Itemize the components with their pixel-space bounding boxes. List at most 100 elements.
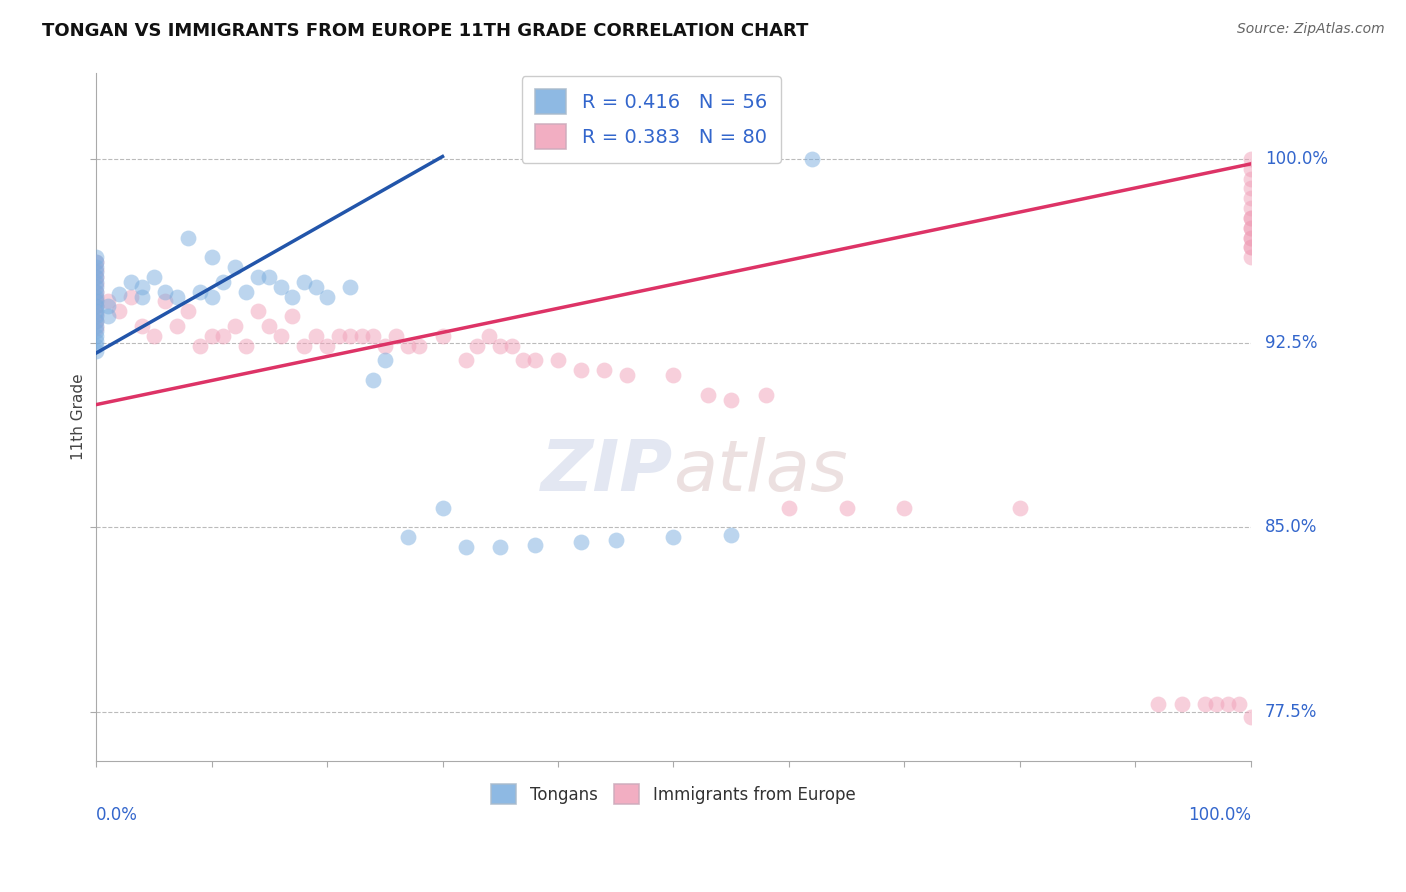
Point: [270, 329, 292, 343]
Point: [835, 500, 858, 515]
Point: [512, 353, 534, 368]
Point: [432, 500, 454, 515]
Point: [593, 363, 616, 377]
Point: [374, 339, 396, 353]
Point: [97, 309, 120, 323]
Point: [84, 299, 107, 313]
Point: [523, 353, 546, 368]
Point: [339, 279, 361, 293]
Text: Source: ZipAtlas.com: Source: ZipAtlas.com: [1237, 22, 1385, 37]
Point: [755, 388, 778, 402]
Point: [1227, 698, 1250, 712]
Point: [778, 500, 800, 515]
Point: [84, 329, 107, 343]
Point: [454, 540, 477, 554]
Point: [465, 339, 488, 353]
Point: [235, 339, 257, 353]
Point: [97, 294, 120, 309]
Point: [1240, 152, 1263, 166]
Point: [188, 285, 211, 299]
Point: [292, 275, 315, 289]
Point: [1240, 240, 1263, 254]
Point: [1216, 698, 1239, 712]
Point: [1170, 698, 1192, 712]
Point: [84, 285, 107, 299]
Point: [84, 304, 107, 318]
Point: [246, 269, 269, 284]
Point: [84, 343, 107, 358]
Text: 77.5%: 77.5%: [1265, 703, 1317, 721]
Point: [155, 285, 177, 299]
Point: [569, 363, 592, 377]
Point: [569, 535, 592, 549]
Text: atlas: atlas: [673, 437, 848, 507]
Point: [84, 265, 107, 279]
Point: [1240, 161, 1263, 176]
Point: [720, 392, 742, 407]
Point: [108, 304, 131, 318]
Point: [1205, 698, 1227, 712]
Point: [259, 269, 281, 284]
Point: [432, 329, 454, 343]
Point: [396, 530, 419, 544]
Point: [304, 279, 326, 293]
Point: [84, 309, 107, 323]
Point: [84, 260, 107, 274]
Point: [478, 329, 501, 343]
Point: [1194, 698, 1216, 712]
Point: [235, 285, 257, 299]
Point: [84, 285, 107, 299]
Point: [1240, 181, 1263, 195]
Point: [385, 329, 408, 343]
Point: [84, 324, 107, 338]
Point: [501, 339, 523, 353]
Point: [177, 230, 200, 244]
Point: [547, 353, 569, 368]
Point: [281, 289, 304, 303]
Point: [304, 329, 326, 343]
Point: [84, 307, 107, 321]
Point: [246, 304, 269, 318]
Point: [316, 289, 339, 303]
Point: [177, 304, 200, 318]
Point: [84, 294, 107, 309]
Point: [166, 289, 188, 303]
Point: [166, 318, 188, 333]
Point: [212, 329, 235, 343]
Point: [270, 279, 292, 293]
Point: [605, 533, 627, 547]
Point: [1240, 230, 1263, 244]
Point: [1240, 211, 1263, 225]
Text: 0.0%: 0.0%: [96, 805, 138, 823]
Text: 85.0%: 85.0%: [1265, 518, 1317, 536]
Point: [200, 250, 222, 264]
Point: [1240, 211, 1263, 225]
Point: [454, 353, 477, 368]
Point: [97, 299, 120, 313]
Point: [84, 277, 107, 292]
Point: [84, 279, 107, 293]
Y-axis label: 11th Grade: 11th Grade: [72, 374, 86, 460]
Point: [142, 269, 165, 284]
Point: [84, 318, 107, 333]
Point: [1240, 171, 1263, 186]
Point: [489, 540, 512, 554]
Point: [84, 339, 107, 353]
Point: [259, 318, 281, 333]
Point: [361, 373, 384, 387]
Point: [396, 339, 419, 353]
Point: [155, 294, 177, 309]
Point: [1240, 230, 1263, 244]
Point: [84, 255, 107, 269]
Point: [120, 289, 142, 303]
Point: [84, 269, 107, 284]
Point: [1240, 240, 1263, 254]
Point: [339, 329, 361, 343]
Point: [84, 314, 107, 328]
Point: [212, 275, 235, 289]
Point: [84, 299, 107, 313]
Point: [120, 275, 142, 289]
Point: [84, 321, 107, 335]
Point: [801, 152, 824, 166]
Text: 100.0%: 100.0%: [1265, 150, 1327, 168]
